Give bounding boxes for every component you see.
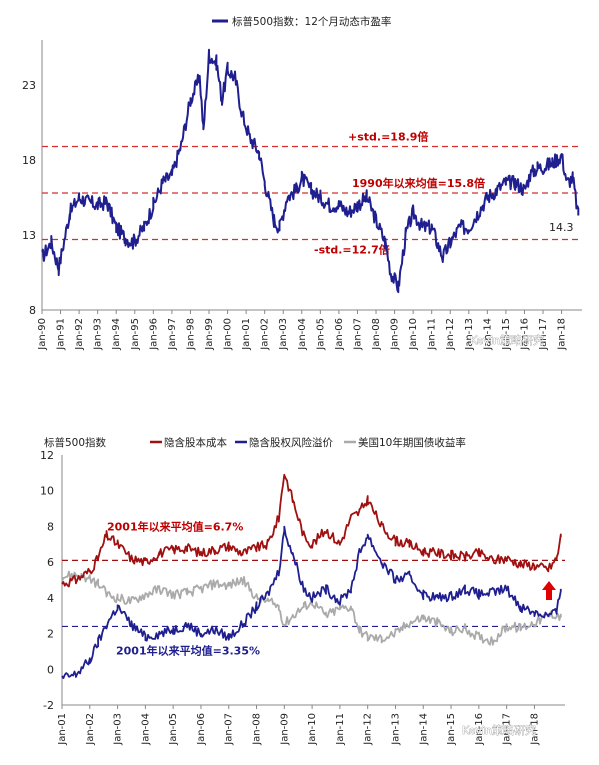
top-x-tick-label: Jan-98 [185,318,196,351]
top-pe-series-line [41,48,580,294]
top-chart: 标普500指数：12个月动态市盈率 8 13 18 23 Jan-90 Jan-91 Ja… [22,15,582,351]
bottom-y-tick-label: -2 [43,699,54,712]
top-x-tick-label: Jan-99 [204,318,215,351]
bottom-x-tick-label: Jan-11 [335,713,346,746]
bottom-y-tick-label: 6 [47,556,54,569]
top-watermark: Kevin策略研究 [470,333,544,347]
top-x-tick-label: Jan-92 [74,318,85,351]
top-y-tick-label: 18 [22,154,36,167]
bottom-y-tick-label: 8 [47,520,54,533]
top-x-tick-label: Jan-16 [519,318,530,351]
legend-label-cost: 隐含股本成本 [164,436,227,449]
top-x-tick-label: Jan-02 [260,318,271,351]
bottom-x-tick-label: Jan-14 [418,713,429,746]
bottom-x-tick-label: Jan-18 [529,713,540,746]
bottom-x-tick-label: Jan-10 [307,713,318,746]
bottom-reference-label: 2001年以来平均值=3.35% [116,643,260,657]
bottom-series-implied-cost-line [61,473,562,588]
bottom-x-tick-label: Jan-16 [474,713,485,746]
top-x-tick-label: Jan-03 [278,318,289,351]
top-x-tick-label: Jan-04 [297,318,308,351]
top-x-tick-label: Jan-01 [241,318,252,351]
top-y-tick-label: 13 [22,229,36,242]
bottom-x-tick-label: Jan-17 [502,713,513,746]
legend-label-ust: 美国10年期国债收益率 [358,436,466,449]
bottom-series-ust10y-line [61,570,562,646]
bottom-x-tick-label: Jan-15 [446,713,457,746]
bottom-y-tick-label: 10 [40,485,54,498]
bottom-x-tick-label: Jan-13 [390,713,401,746]
top-x-tick-label: Jan-14 [482,318,493,351]
top-x-tick-label: Jan-90 [37,318,48,351]
top-x-tick-label: Jan-96 [148,318,159,351]
top-x-tick-label: Jan-00 [223,318,234,351]
bottom-series-equity-risk-premium-line [61,525,562,679]
bottom-reference-label: 2001年以来平均值=6.7% [107,519,243,533]
top-legend-label: 标普500指数：12个月动态市盈率 [232,15,391,28]
top-last-value-label: 14.3 [549,221,574,234]
bottom-x-tick-label: Jan-02 [85,713,96,746]
top-x-tick-label: Jan-94 [111,318,122,351]
top-x-tick-label: Jan-10 [408,318,419,351]
top-x-tick-label: Jan-12 [445,318,456,351]
bottom-x-tick-label: Jan-09 [279,713,290,746]
bottom-title: 标普500指数 [44,436,107,449]
top-x-tick-label: Jan-97 [167,318,178,351]
top-x-tick-label: Jan-08 [371,318,382,351]
top-x-tick-label: Jan-93 [93,318,104,351]
bottom-x-tick-label: Jan-12 [363,713,374,746]
bottom-x-tick-label: Jan-03 [113,713,124,746]
bottom-x-tick-label: Jan-05 [168,713,179,746]
top-x-tick-label: Jan-95 [130,318,141,351]
top-x-tick-label: Jan-07 [352,318,363,351]
top-y-tick-label: 8 [29,304,36,317]
bottom-x-tick-label: Jan-07 [224,713,235,746]
top-x-tick-label: Jan-17 [538,318,549,351]
top-y-tick-label: 23 [22,79,36,92]
bottom-watermark: Kevin策略研究 [462,723,536,737]
bottom-legend: 隐含股本成本 隐含股权风险溢价 美国10年期国债收益率 [150,436,466,449]
bottom-y-tick-label: 12 [40,449,54,462]
top-x-tick-label: Jan-91 [56,318,67,351]
legend-label-erp: 隐含股权风险溢价 [249,436,333,449]
top-x-tick-label: Jan-13 [464,318,475,351]
bottom-x-tick-label: Jan-01 [57,713,68,746]
top-reference-label: 1990年以来均值=15.8倍 [352,176,485,190]
bottom-y-tick-label: 0 [47,663,54,676]
bottom-x-tick-label: Jan-06 [196,713,207,746]
top-legend: 标普500指数：12个月动态市盈率 [212,15,391,28]
top-x-tick-label: Jan-09 [390,318,401,351]
top-reference-label: +std.=18.9倍 [348,130,428,144]
bottom-y-tick-label: 2 [47,628,54,641]
top-x-tick-label: Jan-05 [315,318,326,351]
top-reference-label: -std.=12.7倍 [314,243,390,257]
top-x-tick-label: Jan-15 [501,318,512,351]
bottom-x-tick-label: Jan-04 [140,713,151,746]
up-arrow-icon [542,581,556,600]
top-x-tick-label: Jan-06 [334,318,345,351]
bottom-x-tick-label: Jan-08 [252,713,263,746]
bottom-y-tick-label: 4 [47,592,54,605]
bottom-chart: 标普500指数 隐含股本成本 隐含股权风险溢价 美国10年期国债收益率 -2 0 2… [40,436,565,746]
top-x-tick-label: Jan-18 [557,318,568,351]
top-x-tick-label: Jan-11 [427,318,438,351]
